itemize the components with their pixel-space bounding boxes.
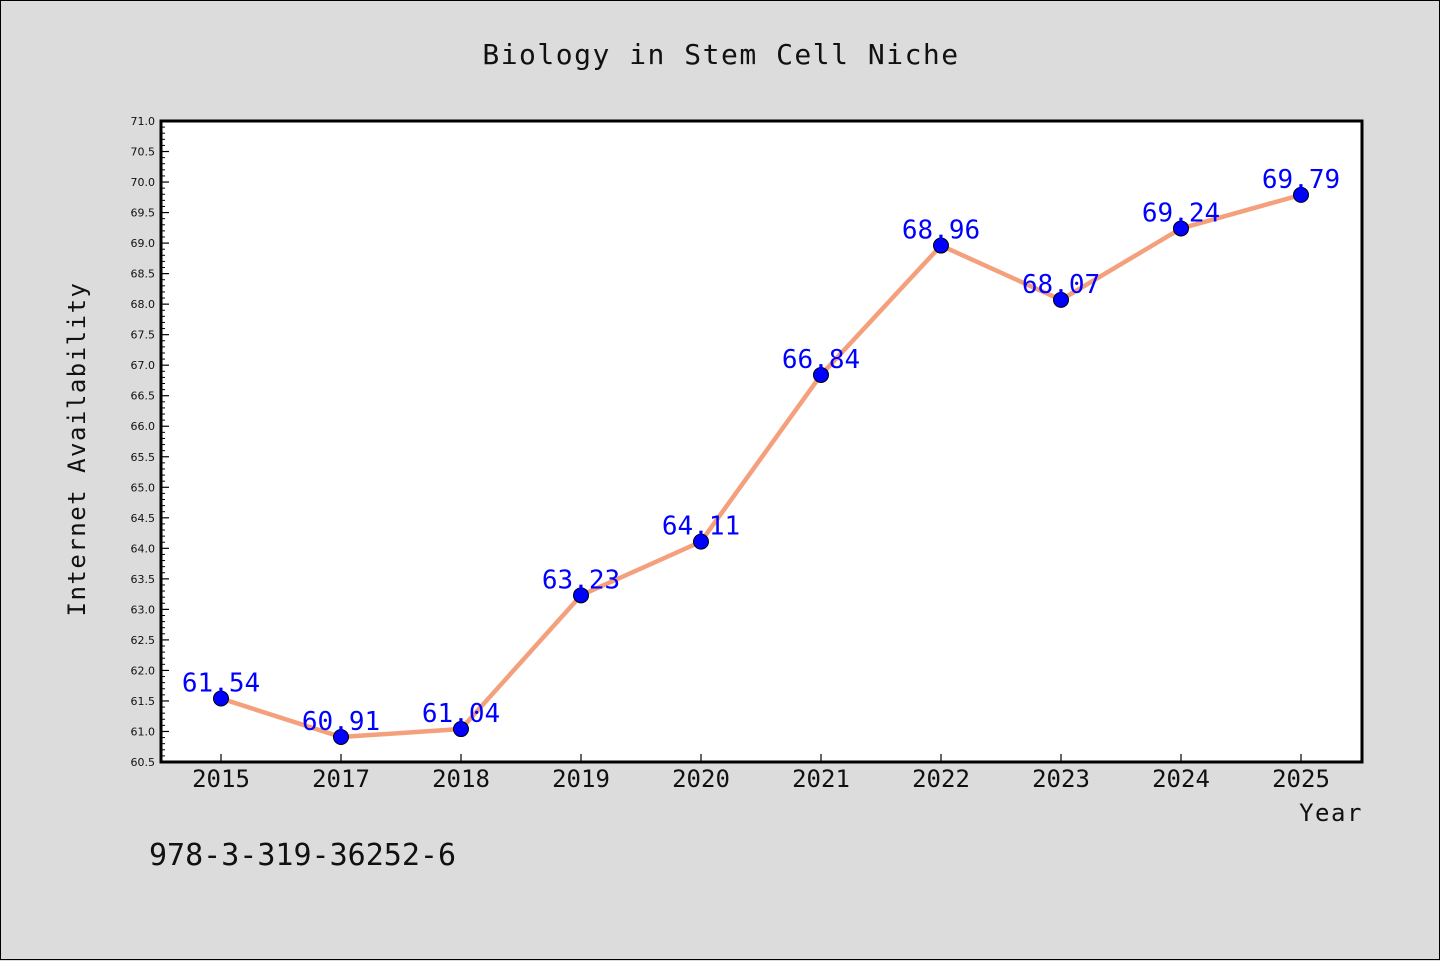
data-point [1053,291,1069,308]
y-tick-label: 69.0 [131,237,156,250]
plot-area [159,119,1364,764]
y-tick-label: 70.0 [131,176,156,189]
y-tick-label: 67.0 [131,359,156,372]
data-label: 61.54 [182,669,260,699]
data-point [213,690,229,707]
data-label: 69.79 [1262,165,1340,195]
data-label: 66.84 [782,345,860,375]
data-label: 68.96 [902,216,980,246]
y-tick-label: 66.5 [131,390,156,403]
data-labels-group: 61.54 60.91 61.04 63.23 64.11 66.84 68.96 68.07… [182,165,1340,737]
data-point [933,237,949,254]
y-tick-label: 68.0 [131,298,156,311]
x-tick-label: 2015 [192,765,250,793]
y-tick-label: 63.0 [131,603,156,616]
y-tick-label: 62.5 [131,634,156,647]
y-tick-label: 69.5 [131,207,156,220]
y-tick-label: 67.5 [131,329,156,342]
y-tick-label: 65.0 [131,481,156,494]
data-label: 64.11 [662,512,740,542]
chart-title: Biology in Stem Cell Niche [482,38,959,71]
data-label: 69.24 [1142,198,1220,228]
data-point [1173,220,1189,237]
x-tick-label: 2018 [432,765,490,793]
y-axis-label: Internet Availability [63,282,91,617]
data-point [813,366,829,383]
y-tick-label: 62.0 [131,664,156,677]
data-point [573,587,589,604]
data-label: 60.91 [302,707,380,737]
data-label: 68.07 [1022,270,1100,300]
y-tick-label: 68.5 [131,268,156,281]
x-axis: 2015 2017 2018 2019 2020 2021 2022 2023 2024 2025 [192,754,1330,793]
footer-isbn: 978-3-319-36252-6 [149,838,456,873]
y-tick-label: 61.0 [131,725,156,738]
data-point [693,533,709,550]
y-tick-label: 71.0 [131,115,156,128]
y-tick-label: 63.5 [131,573,156,586]
series-line-group [218,192,1304,740]
data-label: 63.23 [542,565,620,595]
x-tick-label: 2023 [1032,765,1090,793]
x-tick-label: 2019 [552,765,610,793]
y-tick-label: 64.5 [131,512,156,525]
data-points-group [213,186,1309,745]
x-tick-label: 2024 [1152,765,1210,793]
x-tick-label: 2025 [1272,765,1330,793]
x-axis-label: Year [1299,799,1363,827]
y-tick-label: 66.0 [131,420,156,433]
y-tick-label: 65.5 [131,451,156,464]
x-tick-label: 2020 [672,765,730,793]
y-tick-label: 70.5 [131,146,156,159]
x-tick-label: 2022 [912,765,970,793]
data-point [1293,186,1309,203]
x-tick-label: 2021 [792,765,850,793]
y-tick-label: 61.5 [131,695,156,708]
data-label: 61.04 [422,699,500,729]
y-tick-label: 60.5 [131,756,156,769]
series-line [218,192,1304,740]
x-tick-label: 2017 [312,765,370,793]
y-tick-label: 64.0 [131,542,156,555]
y-axis: 60.5 61.0 61.5 62.0 62.5 63.0 63.5 64.0 64.5 65.0… [131,115,169,769]
data-point [453,721,469,738]
data-point [333,728,349,745]
